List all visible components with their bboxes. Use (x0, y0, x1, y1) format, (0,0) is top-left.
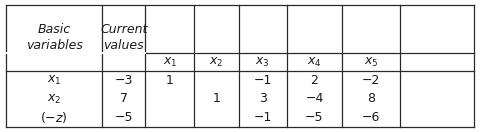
Text: 3: 3 (259, 93, 266, 105)
Text: −5: −5 (305, 111, 324, 124)
Text: −1: −1 (253, 74, 272, 87)
Text: Basic
variables: Basic variables (26, 23, 83, 52)
Text: 8: 8 (367, 93, 375, 105)
Text: $x_2$: $x_2$ (209, 55, 224, 69)
Text: −5: −5 (115, 111, 133, 124)
Text: $x_1$: $x_1$ (163, 55, 177, 69)
Text: $x_1$: $x_1$ (47, 74, 61, 87)
Text: 1: 1 (213, 93, 220, 105)
Text: 7: 7 (120, 93, 128, 105)
Text: −4: −4 (305, 93, 324, 105)
Text: 2: 2 (311, 74, 318, 87)
Text: −6: −6 (362, 111, 380, 124)
Text: $(-z)$: $(-z)$ (40, 110, 68, 125)
Text: −3: −3 (115, 74, 133, 87)
Text: $x_3$: $x_3$ (255, 55, 270, 69)
Text: $x_5$: $x_5$ (364, 55, 378, 69)
Text: $x_4$: $x_4$ (307, 55, 322, 69)
Text: −2: −2 (362, 74, 380, 87)
Text: Current
values: Current values (100, 23, 147, 52)
Text: 1: 1 (166, 74, 174, 87)
Text: −1: −1 (253, 111, 272, 124)
Text: $x_2$: $x_2$ (47, 92, 61, 106)
